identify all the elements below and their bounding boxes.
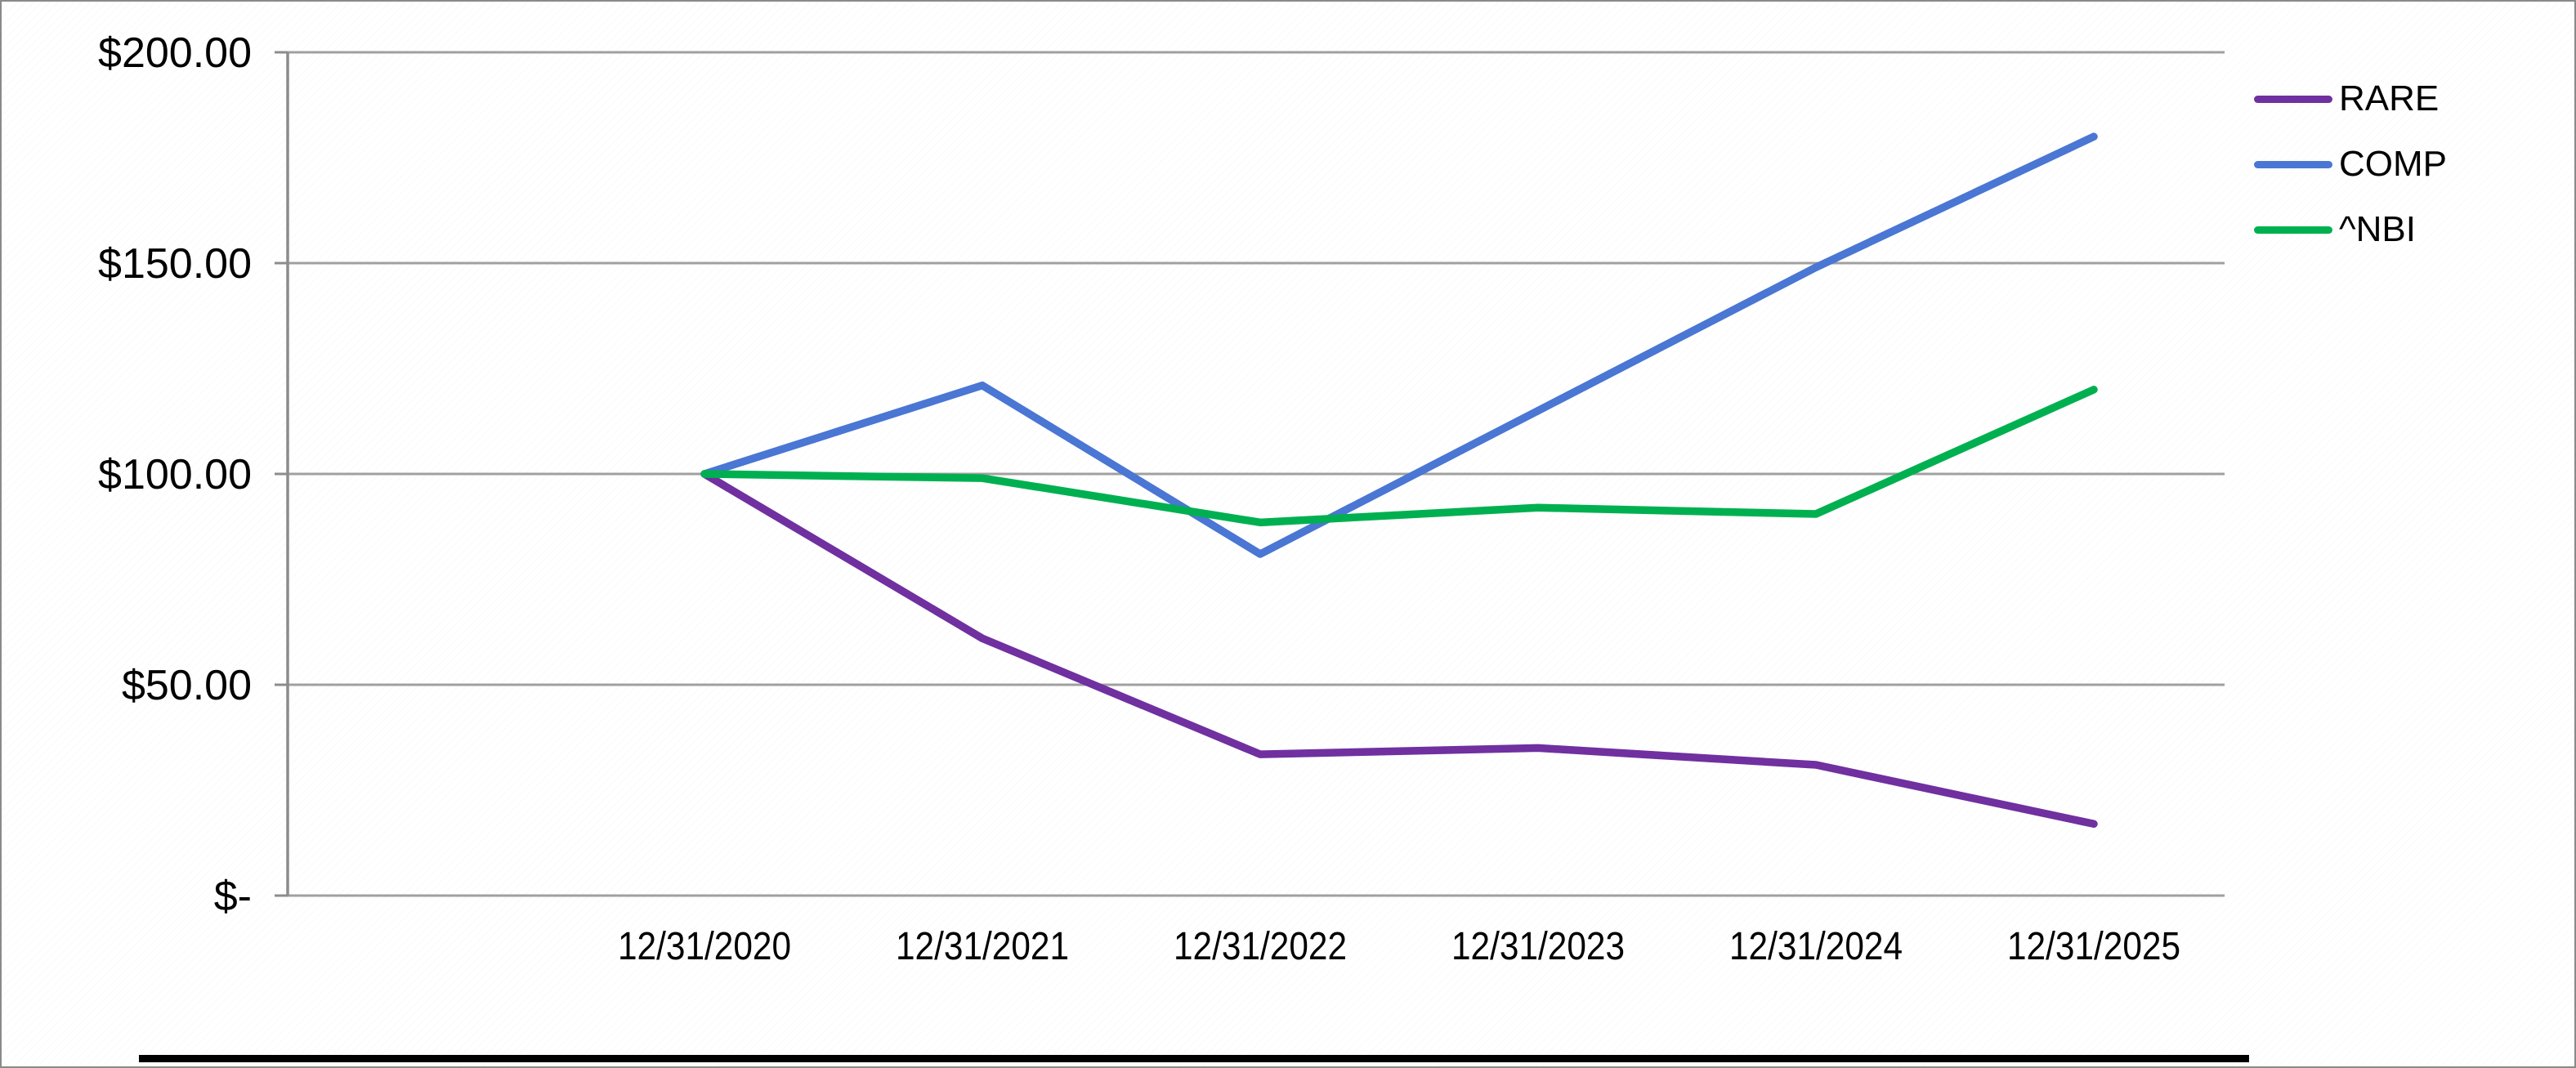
y-axis-label: $200.00 (98, 29, 252, 77)
x-axis-label: 12/31/2025 (2007, 925, 2180, 968)
series-line-COMP (700, 132, 2098, 558)
legend-item-COMP: COMP (2254, 144, 2447, 184)
y-axis-label: $- (214, 873, 252, 920)
legend-line-swatch-icon (2254, 95, 2332, 103)
bottom-divider-rule (139, 1055, 2249, 1062)
legend-label: COMP (2339, 144, 2447, 184)
series-line-RARE (700, 470, 2098, 829)
chart-legend: RARE COMP ^NBI (2254, 78, 2447, 249)
x-axis-label: 12/31/2023 (1451, 925, 1625, 968)
legend-item-^NBI: ^NBI (2254, 209, 2447, 249)
legend-line-swatch-icon (2254, 160, 2332, 168)
legend-label: RARE (2339, 78, 2440, 118)
x-axis-label: 12/31/2022 (1174, 925, 1347, 968)
x-axis-label: 12/31/2021 (896, 925, 1069, 968)
legend-label: ^NBI (2339, 209, 2416, 249)
y-axis-label: $100.00 (98, 451, 252, 498)
legend-item-RARE: RARE (2254, 78, 2447, 118)
series-line-^NBI (700, 386, 2098, 527)
y-axis-label: $150.00 (98, 240, 252, 288)
x-axis-label: 12/31/2024 (1729, 925, 1903, 968)
y-axis-label: $50.00 (122, 662, 252, 709)
x-axis-label: 12/31/2020 (618, 925, 791, 968)
legend-line-swatch-icon (2254, 226, 2332, 234)
